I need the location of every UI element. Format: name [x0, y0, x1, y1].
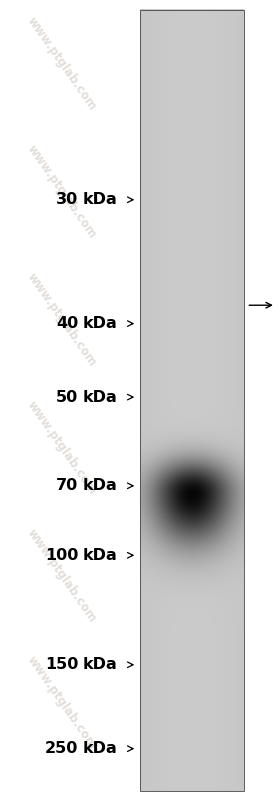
Text: www.ptglab.com: www.ptglab.com	[24, 270, 99, 369]
Text: www.ptglab.com: www.ptglab.com	[24, 526, 99, 625]
Text: www.ptglab.com: www.ptglab.com	[24, 398, 99, 497]
Text: kDa: kDa	[83, 390, 117, 404]
Text: www.ptglab.com: www.ptglab.com	[24, 142, 99, 241]
Text: kDa: kDa	[83, 548, 117, 562]
Text: 100: 100	[45, 548, 78, 562]
Text: kDa: kDa	[83, 316, 117, 331]
Text: kDa: kDa	[83, 658, 117, 672]
Text: kDa: kDa	[83, 741, 117, 756]
Text: 150: 150	[45, 658, 78, 672]
Text: 50: 50	[56, 390, 78, 404]
Text: kDa: kDa	[83, 479, 117, 493]
Text: 70: 70	[56, 479, 78, 493]
Text: 40: 40	[56, 316, 78, 331]
Text: 250: 250	[45, 741, 78, 756]
Text: 30: 30	[56, 193, 78, 207]
Text: www.ptglab.com: www.ptglab.com	[24, 654, 99, 753]
Bar	[140, 10, 244, 791]
Text: kDa: kDa	[83, 193, 117, 207]
Text: www.ptglab.com: www.ptglab.com	[24, 14, 99, 113]
